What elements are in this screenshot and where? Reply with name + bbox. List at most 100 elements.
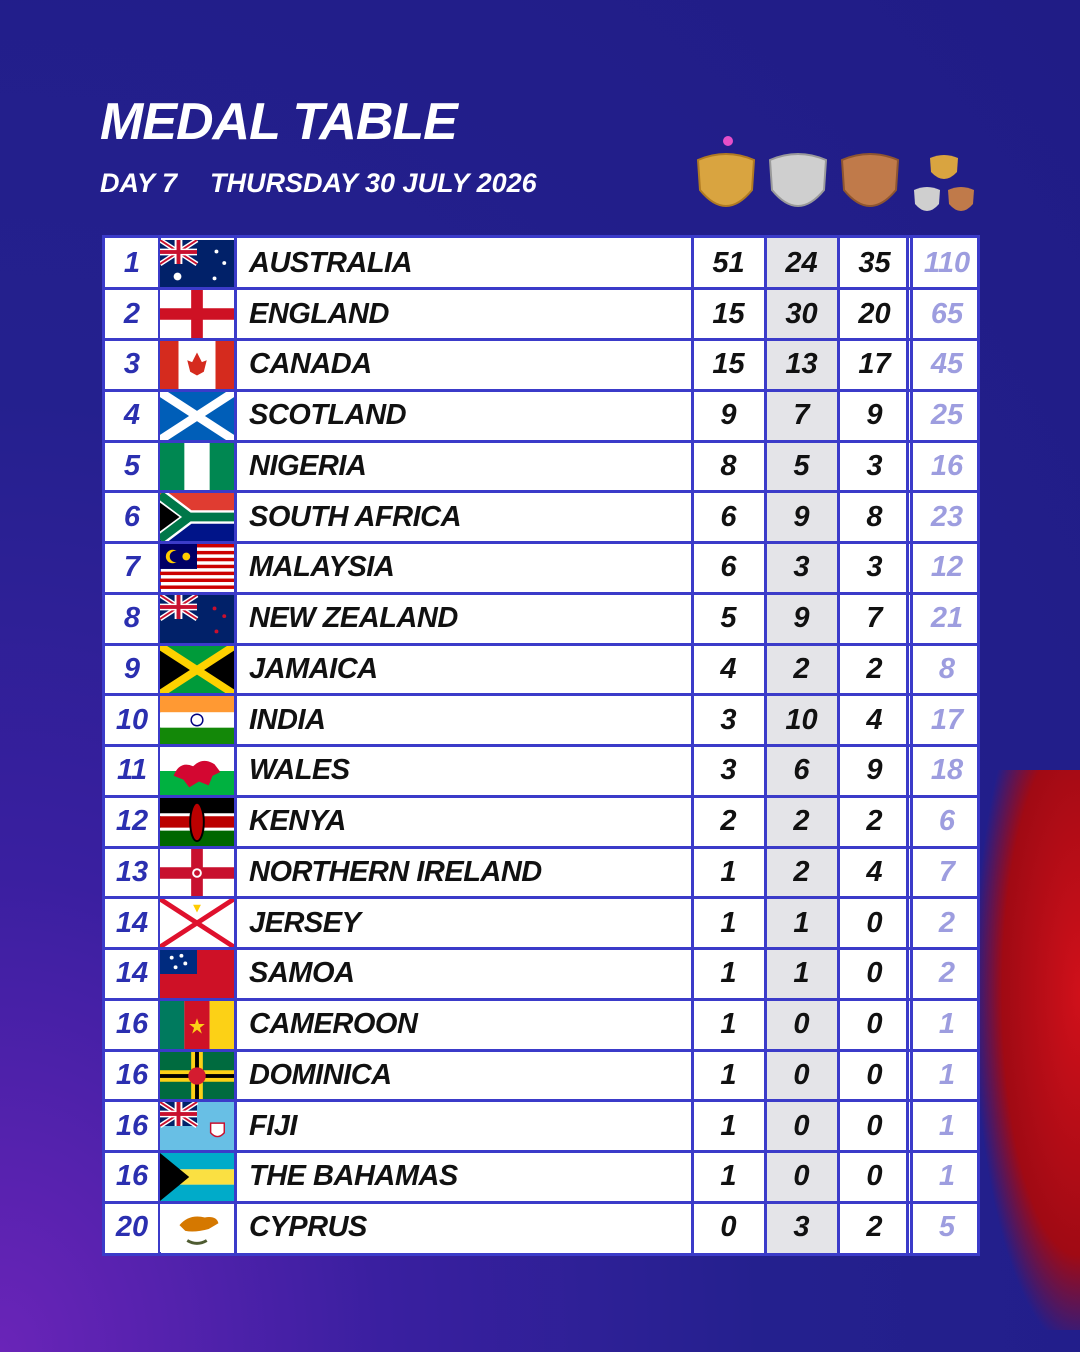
country: CAMEROON	[249, 1008, 418, 1041]
bronze: 17	[858, 348, 891, 381]
flag	[160, 1102, 234, 1151]
row-line	[105, 1200, 977, 1204]
total: 2	[938, 957, 956, 990]
rank: 16	[115, 1160, 149, 1193]
country: INDIA	[249, 703, 326, 736]
total: 12	[930, 551, 964, 584]
rank: 16	[115, 1058, 149, 1091]
row-line	[105, 997, 977, 1001]
total: 21	[930, 602, 964, 635]
country: FIJI	[249, 1109, 297, 1142]
row-line	[105, 896, 977, 900]
country: JAMAICA	[249, 652, 378, 685]
bronze: 0	[866, 1109, 883, 1142]
gold: 3	[720, 703, 737, 736]
bronze: 7	[866, 602, 883, 635]
flag	[160, 391, 234, 440]
flag	[160, 544, 234, 589]
country: ENGLAND	[249, 297, 389, 330]
gold: 2	[720, 805, 737, 838]
silver: 5	[793, 449, 810, 482]
row-line	[105, 591, 977, 595]
bronze: 2	[866, 652, 883, 685]
total: 6	[938, 805, 956, 838]
flag	[160, 341, 234, 389]
country: SCOTLAND	[249, 399, 407, 432]
row-line	[105, 693, 977, 697]
gold: 1	[720, 1109, 737, 1142]
flag	[160, 848, 234, 897]
gold: 1	[720, 855, 737, 888]
silver: 3	[793, 1211, 810, 1244]
flag	[160, 239, 234, 288]
bronze: 2	[866, 1211, 883, 1244]
gold: 1	[720, 906, 737, 939]
gold: 1	[720, 1058, 737, 1091]
country: NEW ZEALAND	[249, 602, 458, 635]
rank: 1	[123, 246, 141, 279]
country: CYPRUS	[249, 1211, 367, 1244]
total: 7	[938, 855, 956, 888]
rank: 7	[123, 551, 141, 584]
silver: 7	[793, 399, 810, 432]
flag	[160, 950, 234, 998]
silver: 0	[793, 1109, 810, 1142]
silver: 2	[793, 805, 810, 838]
silver: 2	[793, 652, 810, 685]
bronze: 0	[866, 1160, 883, 1193]
row-line	[105, 1048, 977, 1052]
rank: 3	[123, 348, 141, 381]
medal-icons	[696, 136, 974, 211]
total: 65	[930, 297, 964, 330]
bronze: 4	[866, 855, 883, 888]
country: THE BAHAMAS	[249, 1160, 458, 1193]
rank: 12	[115, 805, 149, 838]
day: DAY 7	[100, 168, 178, 198]
country: MALAYSIA	[249, 551, 395, 584]
country: JERSEY	[249, 906, 361, 939]
decoration	[980, 770, 1080, 1330]
flag	[160, 442, 234, 491]
row-line	[105, 794, 977, 798]
flag	[160, 1000, 234, 1049]
silver: 0	[793, 1160, 810, 1193]
country: WALES	[249, 754, 350, 787]
gold: 5	[720, 602, 737, 635]
country: SAMOA	[249, 957, 355, 990]
flag	[160, 290, 234, 339]
gold: 9	[720, 399, 737, 432]
gold: 6	[720, 551, 737, 584]
bronze: 3	[866, 449, 883, 482]
gold: 6	[720, 500, 737, 533]
total: 8	[938, 652, 956, 685]
silver: 1	[793, 906, 810, 939]
silver: 30	[785, 297, 818, 330]
country: NORTHERN IRELAND	[249, 855, 542, 888]
medal-table: 1 AUSTRALIA 51 24 35 110 2 ENGLAND 15 30 20 65 3 CANA…	[102, 235, 980, 1256]
row-line	[105, 642, 977, 646]
flag	[160, 493, 234, 542]
gold: 1	[720, 1008, 737, 1041]
bronze: 9	[866, 399, 883, 432]
rank: 10	[115, 703, 149, 736]
gold: 3	[720, 754, 737, 787]
bronze: 0	[866, 1058, 883, 1091]
total: 1	[938, 1160, 956, 1193]
total: 23	[930, 500, 964, 533]
total: 110	[923, 246, 971, 279]
rank: 9	[123, 652, 141, 685]
silver: 9	[793, 602, 810, 635]
rank: 13	[115, 855, 149, 888]
total: 16	[930, 449, 964, 482]
bronze: 0	[866, 906, 883, 939]
total: 1	[938, 1058, 956, 1091]
bronze: 3	[866, 551, 883, 584]
total: 25	[930, 399, 964, 432]
rank: 16	[115, 1109, 149, 1142]
rank: 14	[115, 957, 149, 990]
row-line	[105, 338, 977, 341]
gold: 4	[720, 652, 737, 685]
rank: 4	[123, 399, 141, 432]
row-line	[105, 541, 977, 544]
